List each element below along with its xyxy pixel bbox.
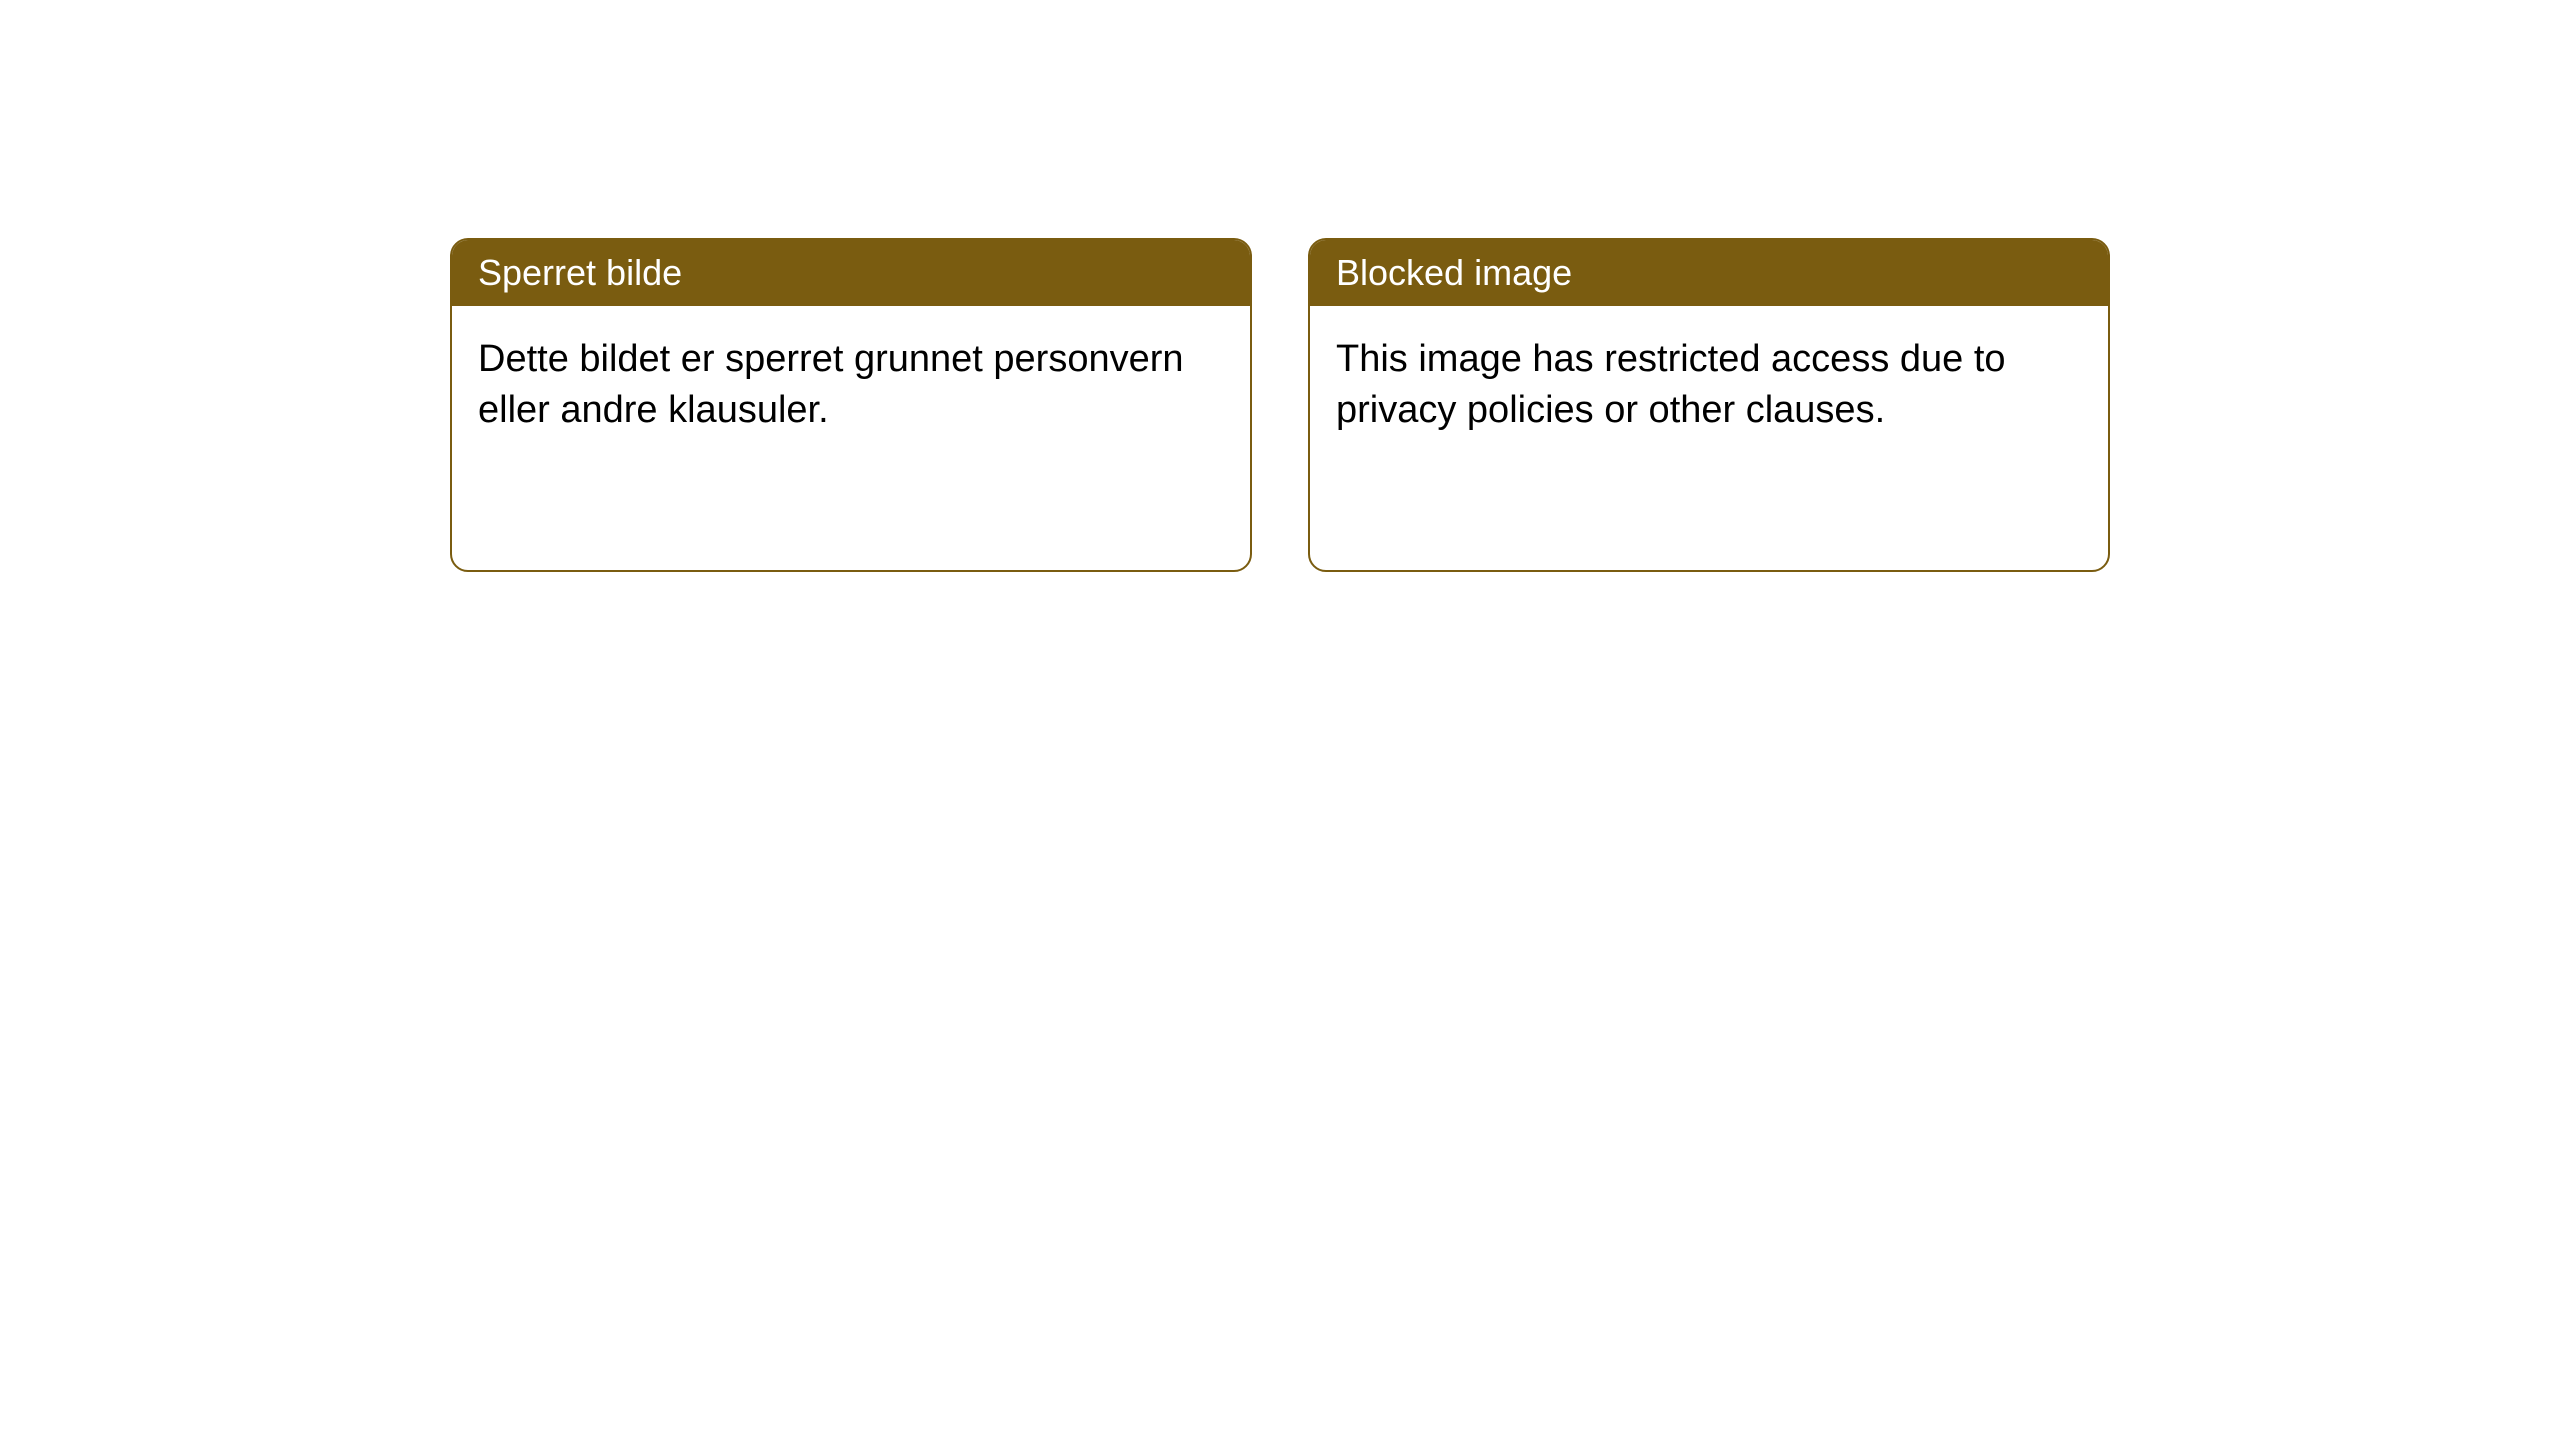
card-body-english: This image has restricted access due to …: [1310, 306, 2108, 465]
card-body-norwegian: Dette bildet er sperret grunnet personve…: [452, 306, 1250, 465]
card-body-text: This image has restricted access due to …: [1336, 338, 2006, 431]
notice-card-english: Blocked image This image has restricted …: [1308, 238, 2110, 572]
notice-card-norwegian: Sperret bilde Dette bildet er sperret gr…: [450, 238, 1252, 572]
card-title: Blocked image: [1336, 252, 1572, 293]
notice-card-container: Sperret bilde Dette bildet er sperret gr…: [450, 238, 2110, 572]
card-header-english: Blocked image: [1310, 240, 2108, 306]
card-header-norwegian: Sperret bilde: [452, 240, 1250, 306]
card-title: Sperret bilde: [478, 252, 682, 293]
card-body-text: Dette bildet er sperret grunnet personve…: [478, 338, 1184, 431]
